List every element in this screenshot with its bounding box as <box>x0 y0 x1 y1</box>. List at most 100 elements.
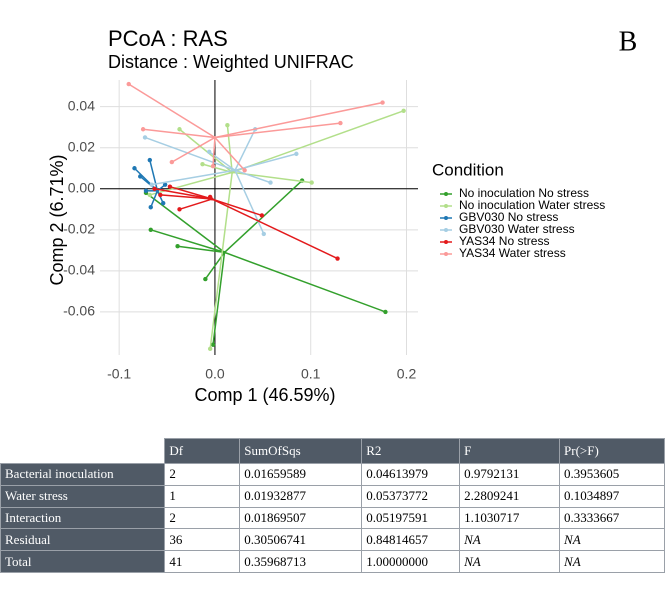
y-tick-label: 0.02 <box>68 138 95 154</box>
point <box>147 192 153 198</box>
spider-line <box>128 83 216 139</box>
corner-cell <box>0 438 165 464</box>
spider-line <box>151 169 236 186</box>
centroid <box>233 168 237 172</box>
point <box>294 151 299 157</box>
legend-label: YAS34 No stress <box>459 234 549 248</box>
spider-line <box>169 185 213 200</box>
spider-line <box>160 194 213 200</box>
point <box>143 188 149 194</box>
table-cell: NA <box>459 550 561 573</box>
spider-line <box>211 198 263 217</box>
point <box>147 157 153 163</box>
point <box>126 81 131 87</box>
point <box>167 184 173 189</box>
legend-label: GBV030 No stress <box>459 210 558 224</box>
spider-line <box>214 136 246 171</box>
table-cell: NA <box>559 550 665 573</box>
point <box>225 122 230 128</box>
point <box>338 120 343 126</box>
spider-line <box>231 110 404 174</box>
legend-key <box>444 252 448 256</box>
point <box>268 180 273 185</box>
spider-line <box>234 169 265 235</box>
table-cell: 0.84814657 <box>361 528 461 552</box>
y-axis-label: Comp 2 (6.71%) <box>47 154 67 285</box>
spider-line <box>150 190 159 208</box>
table-cell: 0.30506741 <box>239 528 363 552</box>
legend-label: No inoculation No stress <box>459 186 589 200</box>
table-cell: NA <box>459 528 561 552</box>
point <box>401 108 406 113</box>
row-label: Residual <box>0 528 166 552</box>
point <box>162 182 168 187</box>
point <box>158 192 163 198</box>
spider-line <box>149 159 159 192</box>
point <box>148 227 153 233</box>
table-cell: 2.2809241 <box>459 484 561 508</box>
point <box>309 180 314 185</box>
legend-key <box>444 216 448 220</box>
point <box>210 163 216 169</box>
anova-table: Df SumOfSqs R2 F Pr(>F) Bacterial inoculation… <box>0 438 665 573</box>
y-tick-label: 0.00 <box>68 179 95 195</box>
panel-label: B <box>619 26 638 57</box>
centroid <box>223 250 227 254</box>
header-row: Df SumOfSqs R2 F Pr(>F) <box>0 438 665 464</box>
table-row: Bacterial inoculation 2 0.01659589 0.046139… <box>0 463 665 486</box>
table-row: Water stress 1 0.01932877 0.05373772 2.28092… <box>0 484 665 508</box>
table-cell: 0.1034897 <box>559 484 665 508</box>
spider-line <box>150 229 225 254</box>
y-tick-label: 0.04 <box>68 97 95 113</box>
point <box>200 161 205 167</box>
spider-line <box>212 252 226 345</box>
table-cell: 41 <box>164 550 241 573</box>
x-axis-label: Comp 1 (46.59%) <box>194 385 335 405</box>
spider-line <box>214 101 383 139</box>
spider-line <box>209 172 233 349</box>
spider-line <box>143 128 216 139</box>
table-cell: 0.01659589 <box>239 463 363 486</box>
spider-line <box>145 192 225 253</box>
legend-title: Condition <box>432 160 504 179</box>
point <box>380 100 385 105</box>
row-label: Interaction <box>0 506 166 530</box>
row-label: Total <box>0 550 166 573</box>
point <box>210 342 216 347</box>
point <box>132 166 137 171</box>
table-cell: 1 <box>164 484 241 508</box>
column-header: R2 <box>361 438 461 464</box>
column-header: F <box>459 438 561 464</box>
table-cell: 0.9792131 <box>459 463 561 486</box>
table-cell: 1.1030717 <box>459 506 561 530</box>
y-tick-label: -0.06 <box>63 303 95 319</box>
table-cell: 0.35968713 <box>239 550 363 573</box>
table-row: Total 41 0.35968713 1.00000000 NA NA <box>0 550 665 573</box>
legend-key <box>444 228 448 232</box>
table-cell: 2 <box>164 463 241 486</box>
point <box>242 168 247 173</box>
point <box>383 309 388 315</box>
point <box>148 205 153 210</box>
spider-line <box>179 198 213 211</box>
x-tick-label: -0.1 <box>107 366 131 382</box>
column-header: Pr(>F) <box>559 438 665 464</box>
spider-line <box>212 137 216 167</box>
spider-line <box>224 251 386 313</box>
point <box>261 231 266 237</box>
point <box>259 213 265 218</box>
point <box>335 256 340 261</box>
table-cell: 0.3953605 <box>559 463 665 486</box>
point <box>203 276 208 282</box>
x-tick-label: 0.0 <box>205 366 225 382</box>
chart-title: PCoA : RAS <box>108 26 228 51</box>
chart-subtitle: Distance : Weighted UNIFRAC <box>108 52 354 72</box>
spider-line <box>154 188 213 200</box>
column-header: SumOfSqs <box>239 438 363 464</box>
table-cell: 0.01932877 <box>239 484 363 508</box>
x-tick-label: 0.2 <box>397 366 417 382</box>
table-cell: 2 <box>164 506 241 530</box>
table-cell: 1.00000000 <box>361 550 461 573</box>
spider-line <box>234 169 271 184</box>
spider-line <box>214 122 341 139</box>
